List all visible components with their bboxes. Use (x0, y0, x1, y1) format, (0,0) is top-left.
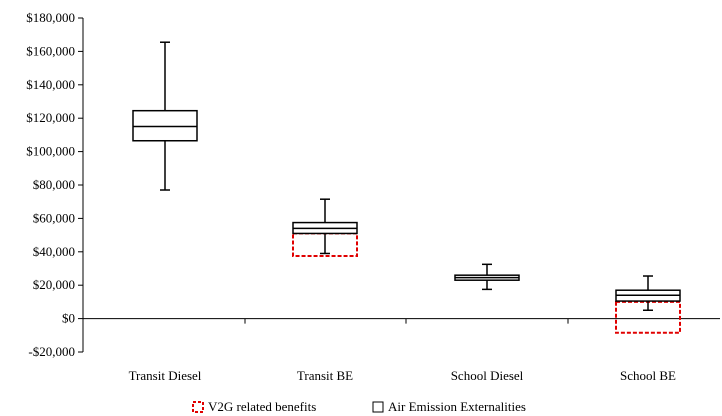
y-tick-label: $160,000 (26, 43, 75, 58)
box-plot (132, 41, 198, 191)
legend-v2g-label: V2G related benefits (208, 399, 316, 414)
plot-area (132, 41, 681, 334)
y-tick-label: $40,000 (33, 244, 75, 259)
legend-air-emission-swatch (372, 401, 384, 413)
y-tick-label: $120,000 (26, 110, 75, 125)
y-tick-label: $180,000 (26, 10, 75, 25)
y-axis: -$20,000 $0 $20,000 $40,000 $60,000 $80,000 $1… (26, 10, 84, 359)
box-plot (454, 263, 520, 291)
box-plot (292, 198, 358, 255)
y-tick-label: $20,000 (33, 277, 75, 292)
x-category-label: Transit BE (297, 368, 353, 383)
iqr-box (132, 109, 198, 142)
y-tick-label: $100,000 (26, 144, 75, 159)
y-tick-label: $60,000 (33, 210, 75, 225)
x-category-label: School Diesel (451, 368, 524, 383)
y-tick-label: -$20,000 (28, 344, 75, 359)
y-tick-label: $140,000 (26, 77, 75, 92)
x-category-label: School BE (620, 368, 676, 383)
y-tick-label: $0 (62, 311, 75, 326)
box-plot (615, 275, 681, 311)
legend: V2G related benefits Air Emission Extern… (192, 399, 526, 414)
x-axis: Transit Diesel Transit BE School Diesel Sch… (83, 318, 720, 383)
y-tick-label: $80,000 (33, 177, 75, 192)
legend-air-emission-label: Air Emission Externalities (388, 399, 526, 414)
x-category-label: Transit Diesel (129, 368, 202, 383)
legend-v2g-swatch (192, 401, 204, 413)
